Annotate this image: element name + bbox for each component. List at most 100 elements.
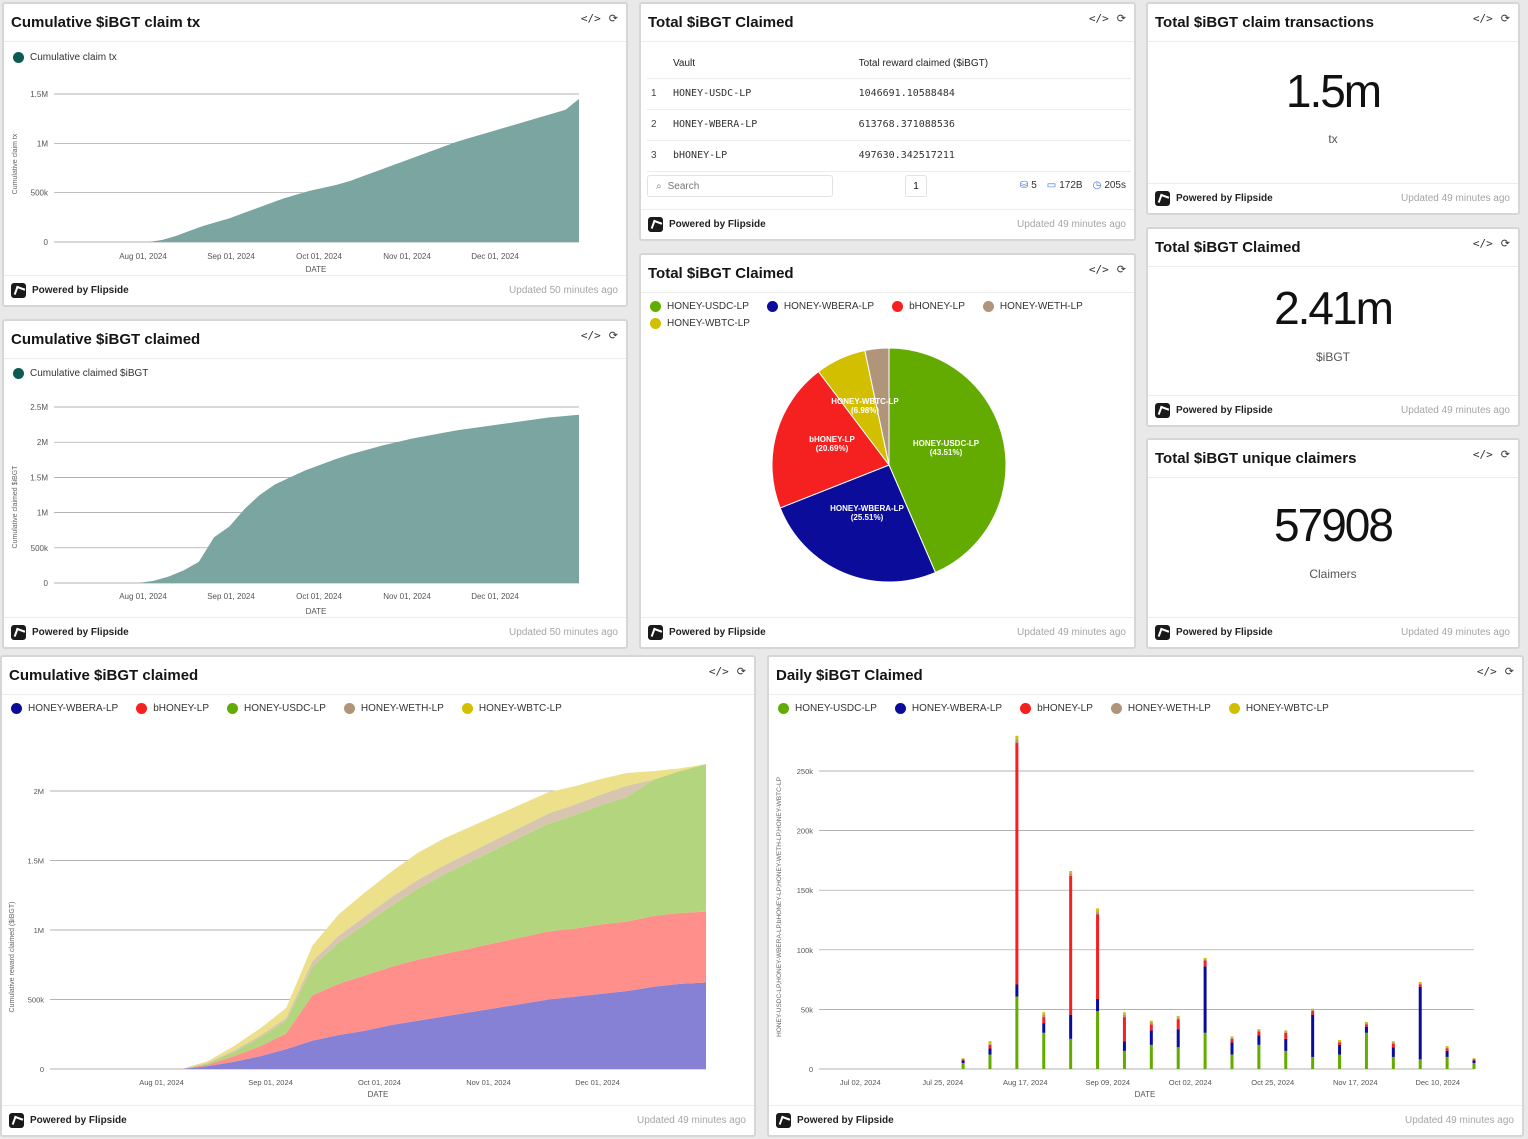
bar-segment[interactable] bbox=[961, 1058, 965, 1060]
bar-segment[interactable] bbox=[1364, 1026, 1368, 1033]
pie-slice[interactable] bbox=[864, 347, 890, 466]
bar-segment[interactable] bbox=[1472, 1060, 1476, 1063]
bar-segment[interactable] bbox=[1149, 1020, 1153, 1023]
powered-by[interactable]: Powered by Flipside bbox=[1155, 191, 1273, 206]
powered-by[interactable]: Powered by Flipside bbox=[648, 625, 766, 640]
bar-segment[interactable] bbox=[1176, 1015, 1180, 1018]
bar-segment[interactable] bbox=[1069, 871, 1073, 874]
refresh-icon[interactable]: ⟳ bbox=[608, 329, 618, 342]
powered-by[interactable]: Powered by Flipside bbox=[1155, 625, 1273, 640]
legend-item[interactable]: bHONEY-LP bbox=[136, 703, 209, 714]
bar-segment[interactable] bbox=[1338, 1042, 1342, 1045]
bar-segment[interactable] bbox=[1203, 957, 1207, 960]
area-series[interactable] bbox=[181, 982, 706, 1069]
bar-segment[interactable] bbox=[1042, 1023, 1046, 1033]
bar-segment[interactable] bbox=[1311, 1056, 1315, 1069]
bar-segment[interactable] bbox=[1257, 1044, 1261, 1069]
pie-slice[interactable] bbox=[779, 464, 937, 583]
legend-item[interactable]: bHONEY-LP bbox=[1020, 703, 1093, 714]
bar-segment[interactable] bbox=[988, 1044, 992, 1049]
code-icon[interactable]: </> bbox=[580, 329, 601, 342]
bar-segment[interactable] bbox=[1015, 739, 1019, 744]
bar-segment[interactable] bbox=[1176, 1017, 1180, 1020]
bar-segment[interactable] bbox=[1257, 1035, 1261, 1045]
refresh-icon[interactable]: ⟳ bbox=[608, 12, 618, 25]
bar-segment[interactable] bbox=[1472, 1062, 1476, 1069]
bar-segment[interactable] bbox=[1069, 875, 1073, 1015]
bar-segment[interactable] bbox=[988, 1048, 992, 1055]
area-series[interactable] bbox=[181, 911, 706, 1069]
refresh-icon[interactable]: ⟳ bbox=[1504, 665, 1514, 678]
bar-segment[interactable] bbox=[1284, 1031, 1288, 1033]
bar-segment[interactable] bbox=[1203, 966, 1207, 1033]
pie-slice[interactable] bbox=[771, 370, 890, 509]
bar-segment[interactable] bbox=[1445, 1056, 1449, 1069]
bar-segment[interactable] bbox=[1096, 912, 1100, 915]
bar-segment[interactable] bbox=[1042, 1014, 1046, 1018]
bar-segment[interactable] bbox=[1311, 1011, 1315, 1015]
bar-segment[interactable] bbox=[1042, 1012, 1046, 1015]
legend-item[interactable]: Cumulative claim tx bbox=[13, 52, 117, 63]
bar-segment[interactable] bbox=[1391, 1041, 1395, 1043]
bar-segment[interactable] bbox=[1311, 1009, 1315, 1012]
bar-segment[interactable] bbox=[1338, 1044, 1342, 1055]
col-total[interactable]: Total reward claimed ($iBGT) bbox=[852, 50, 1131, 79]
bar-segment[interactable] bbox=[1122, 1041, 1126, 1051]
bar-segment[interactable] bbox=[1230, 1038, 1234, 1043]
bar-segment[interactable] bbox=[988, 1054, 992, 1069]
code-icon[interactable]: </> bbox=[1476, 665, 1497, 678]
bar-segment[interactable] bbox=[1230, 1042, 1234, 1055]
code-icon[interactable]: </> bbox=[708, 665, 729, 678]
bar-segment[interactable] bbox=[1069, 1014, 1073, 1039]
bar-segment[interactable] bbox=[1445, 1047, 1449, 1049]
bar-segment[interactable] bbox=[1418, 983, 1422, 985]
bar-segment[interactable] bbox=[1445, 1050, 1449, 1057]
bar-segment[interactable] bbox=[961, 1058, 965, 1059]
refresh-icon[interactable]: ⟳ bbox=[1116, 263, 1126, 276]
bar-segment[interactable] bbox=[988, 1041, 992, 1044]
bar-segment[interactable] bbox=[1015, 996, 1019, 1069]
page-number[interactable]: 1 bbox=[905, 175, 927, 197]
bar-segment[interactable] bbox=[1364, 1032, 1368, 1069]
bar-segment[interactable] bbox=[1122, 1012, 1126, 1015]
legend-item[interactable]: HONEY-WBERA-LP bbox=[11, 703, 118, 714]
bar-segment[interactable] bbox=[1176, 1029, 1180, 1048]
bar-segment[interactable] bbox=[1418, 984, 1422, 987]
refresh-icon[interactable]: ⟳ bbox=[1500, 12, 1510, 25]
bar-segment[interactable] bbox=[1122, 1014, 1126, 1018]
powered-by[interactable]: Powered by Flipside bbox=[9, 1113, 127, 1128]
bar-segment[interactable] bbox=[1015, 984, 1019, 997]
bar-segment[interactable] bbox=[1257, 1029, 1261, 1031]
bar-segment[interactable] bbox=[1338, 1054, 1342, 1069]
bar-segment[interactable] bbox=[961, 1062, 965, 1069]
bar-segment[interactable] bbox=[1069, 873, 1073, 876]
bar-segment[interactable] bbox=[1257, 1031, 1261, 1036]
bar-segment[interactable] bbox=[1096, 908, 1100, 913]
bar-segment[interactable] bbox=[1176, 1019, 1180, 1030]
powered-by[interactable]: Powered by Flipside bbox=[11, 625, 129, 640]
bar-segment[interactable] bbox=[1069, 1038, 1073, 1069]
legend-item[interactable]: HONEY-USDC-LP bbox=[227, 703, 326, 714]
bar-segment[interactable] bbox=[1042, 1032, 1046, 1069]
bar-segment[interactable] bbox=[988, 1043, 992, 1045]
bar-segment[interactable] bbox=[1042, 1017, 1046, 1024]
code-icon[interactable]: </> bbox=[580, 12, 601, 25]
bar-segment[interactable] bbox=[1015, 735, 1019, 740]
bar-segment[interactable] bbox=[1096, 1011, 1100, 1069]
bar-segment[interactable] bbox=[1149, 1024, 1153, 1031]
code-icon[interactable]: </> bbox=[1088, 12, 1109, 25]
legend-item[interactable]: HONEY-WETH-LP bbox=[1110, 703, 1211, 714]
pie-slice[interactable] bbox=[888, 347, 1007, 574]
legend-item[interactable]: HONEY-WETH-LP bbox=[982, 301, 1083, 312]
legend-item[interactable]: HONEY-WBTC-LP bbox=[650, 318, 750, 329]
code-icon[interactable]: </> bbox=[1088, 263, 1109, 276]
refresh-icon[interactable]: ⟳ bbox=[1116, 12, 1126, 25]
legend-item[interactable]: Cumulative claimed $iBGT bbox=[13, 368, 148, 379]
bar-segment[interactable] bbox=[1391, 1047, 1395, 1057]
bar-segment[interactable] bbox=[1445, 1046, 1449, 1048]
legend-item[interactable]: HONEY-WETH-LP bbox=[343, 703, 444, 714]
bar-segment[interactable] bbox=[1418, 986, 1422, 1060]
bar-segment[interactable] bbox=[1203, 1032, 1207, 1069]
bar-segment[interactable] bbox=[1338, 1040, 1342, 1042]
bar-segment[interactable] bbox=[1230, 1036, 1234, 1038]
